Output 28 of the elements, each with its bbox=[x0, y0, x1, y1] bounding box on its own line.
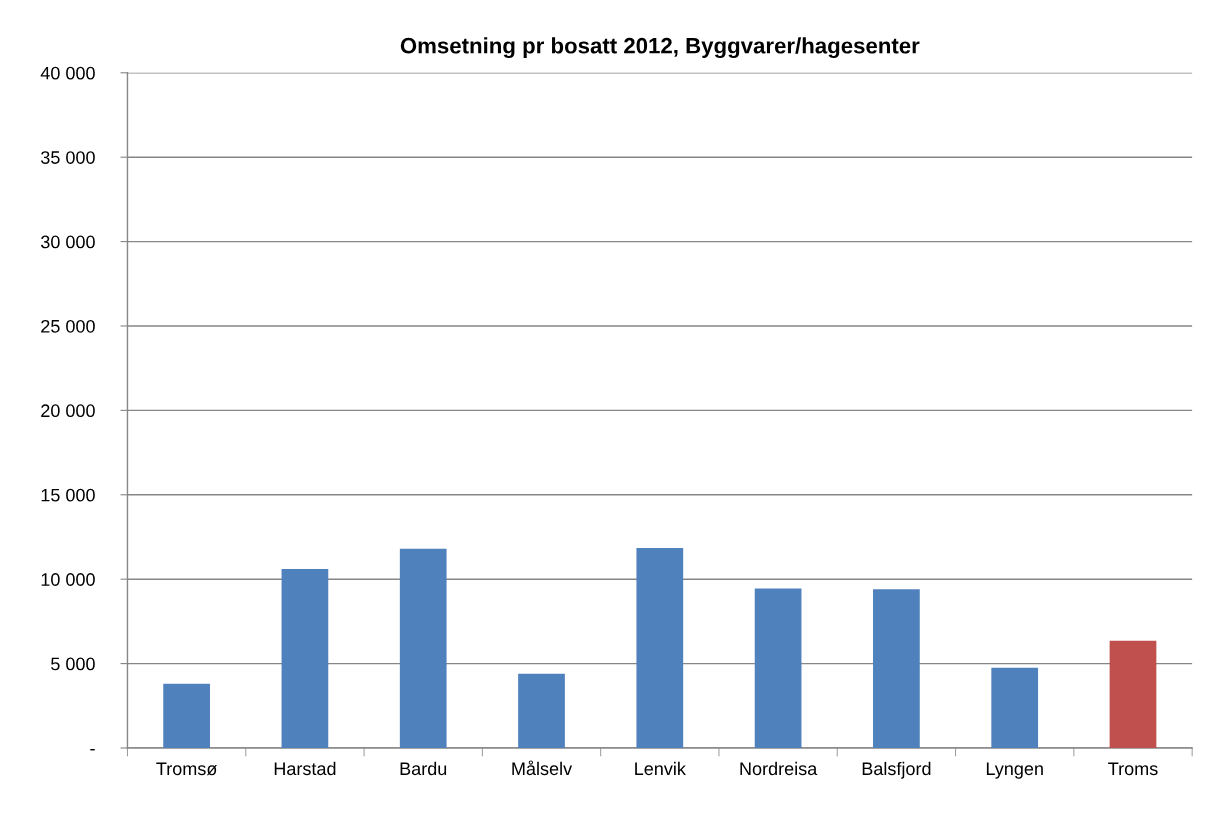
y-tick-label: 10 000 bbox=[41, 573, 95, 586]
y-tick-label: 40 000 bbox=[40, 66, 95, 80]
x-tick-label: Bardu bbox=[400, 761, 447, 776]
x-tick-label: Lenvik bbox=[635, 761, 686, 776]
y-tick-label: 20 000 bbox=[41, 404, 95, 418]
bar bbox=[991, 667, 1039, 748]
x-tick-label: Tromsø bbox=[156, 762, 217, 776]
bar bbox=[281, 569, 329, 748]
x-tick-label: Målselv bbox=[512, 760, 573, 776]
bar bbox=[399, 548, 447, 748]
y-tick-label: 30 000 bbox=[40, 235, 95, 249]
bar bbox=[873, 589, 920, 748]
y-tick-label: - bbox=[90, 749, 95, 751]
x-tick-label: Harstad bbox=[274, 761, 336, 776]
y-tick-label: 5 000 bbox=[51, 657, 95, 671]
x-tick-label: Balsfjord bbox=[862, 761, 931, 779]
x-tick-label: Troms bbox=[1108, 762, 1158, 776]
bar bbox=[163, 683, 210, 748]
y-tick-label: 15 000 bbox=[41, 488, 95, 502]
y-tick-label: 25 000 bbox=[41, 319, 95, 333]
bar bbox=[1109, 640, 1157, 748]
x-tick-label: Lyngen bbox=[986, 762, 1043, 779]
chart-title: Omsetning pr bosatt 2012, Byggvarer/hagesenter bbox=[400, 37, 920, 59]
x-tick-label: Nordreisa bbox=[740, 761, 818, 776]
bar bbox=[518, 673, 565, 748]
bar bbox=[636, 547, 684, 748]
bar bbox=[754, 588, 802, 748]
y-tick-label: 35 000 bbox=[40, 151, 95, 164]
